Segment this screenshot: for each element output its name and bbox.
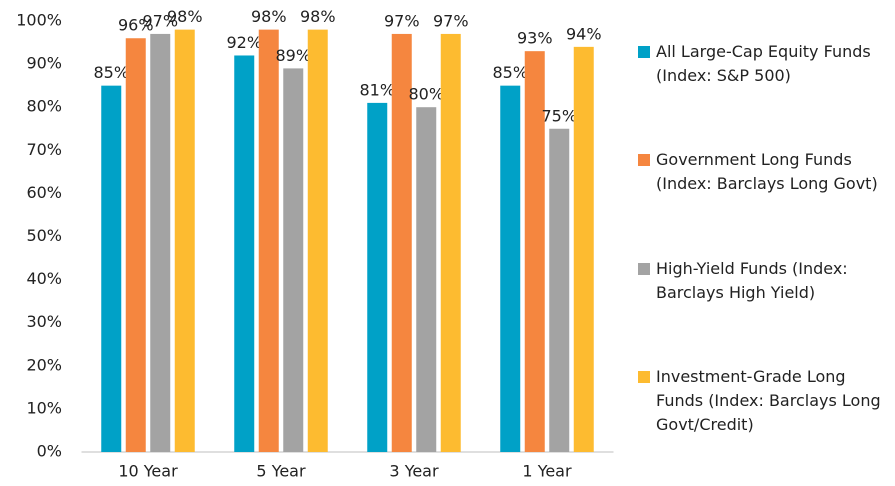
legend-swatch bbox=[638, 371, 650, 383]
data-label: 85% bbox=[93, 63, 129, 82]
y-tick-label: 10% bbox=[26, 398, 62, 417]
y-tick-label: 80% bbox=[26, 97, 62, 116]
legend-swatch bbox=[638, 154, 650, 166]
data-label: 93% bbox=[517, 29, 553, 48]
legend-label: All Large-Cap Equity Funds (Index: S&P 5… bbox=[656, 42, 871, 85]
y-tick-label: 90% bbox=[26, 54, 62, 73]
bar bbox=[174, 29, 195, 453]
bar bbox=[307, 29, 328, 453]
legend-label: Investment-Grade Long Funds (Index: Barc… bbox=[656, 367, 881, 434]
y-tick-label: 60% bbox=[26, 183, 62, 202]
bar bbox=[416, 107, 437, 452]
data-label: 81% bbox=[359, 80, 395, 99]
y-tick-label: 100% bbox=[16, 11, 62, 30]
bar bbox=[500, 85, 521, 453]
y-tick-label: 30% bbox=[26, 312, 62, 331]
bar bbox=[549, 128, 570, 452]
bar bbox=[234, 55, 255, 452]
bar bbox=[150, 33, 171, 453]
data-label: 94% bbox=[566, 24, 602, 43]
y-tick-label: 0% bbox=[37, 442, 62, 461]
bar bbox=[573, 46, 594, 453]
x-tick-label: 3 Year bbox=[389, 462, 439, 481]
bar bbox=[391, 33, 412, 453]
legend-entry: High-Yield Funds (Index: Barclays High Y… bbox=[636, 257, 886, 305]
data-label: 97% bbox=[142, 11, 178, 30]
bar bbox=[440, 33, 461, 453]
y-tick-label: 20% bbox=[26, 355, 62, 374]
legend-label: Government Long Funds (Index: Barclays L… bbox=[656, 150, 878, 193]
bar bbox=[101, 85, 122, 453]
data-label: 98% bbox=[167, 7, 203, 26]
bar bbox=[524, 51, 545, 453]
data-label: 85% bbox=[492, 63, 528, 82]
data-label: 97% bbox=[433, 11, 469, 30]
bar bbox=[125, 38, 146, 453]
legend-entry: All Large-Cap Equity Funds (Index: S&P 5… bbox=[636, 40, 886, 88]
bar bbox=[367, 102, 388, 452]
data-label: 75% bbox=[541, 106, 577, 125]
legend-label: High-Yield Funds (Index: Barclays High Y… bbox=[656, 259, 848, 302]
data-label: 97% bbox=[384, 11, 420, 30]
legend-entry: Investment-Grade Long Funds (Index: Barc… bbox=[636, 365, 886, 437]
y-tick-label: 40% bbox=[26, 269, 62, 288]
data-label: 89% bbox=[275, 46, 311, 65]
data-label: 80% bbox=[408, 85, 444, 104]
legend-swatch bbox=[638, 263, 650, 275]
x-tick-label: 5 Year bbox=[256, 462, 306, 481]
data-label: 98% bbox=[300, 7, 336, 26]
legend-entry: Government Long Funds (Index: Barclays L… bbox=[636, 148, 886, 196]
bar bbox=[283, 68, 304, 452]
data-label: 92% bbox=[226, 33, 262, 52]
data-label: 96% bbox=[118, 16, 154, 35]
x-tick-label: 10 Year bbox=[118, 462, 178, 481]
legend-swatch bbox=[638, 46, 650, 58]
data-label: 98% bbox=[251, 7, 287, 26]
x-tick-label: 1 Year bbox=[522, 462, 572, 481]
y-tick-label: 50% bbox=[26, 226, 62, 245]
bar bbox=[258, 29, 279, 453]
y-tick-label: 70% bbox=[26, 140, 62, 159]
